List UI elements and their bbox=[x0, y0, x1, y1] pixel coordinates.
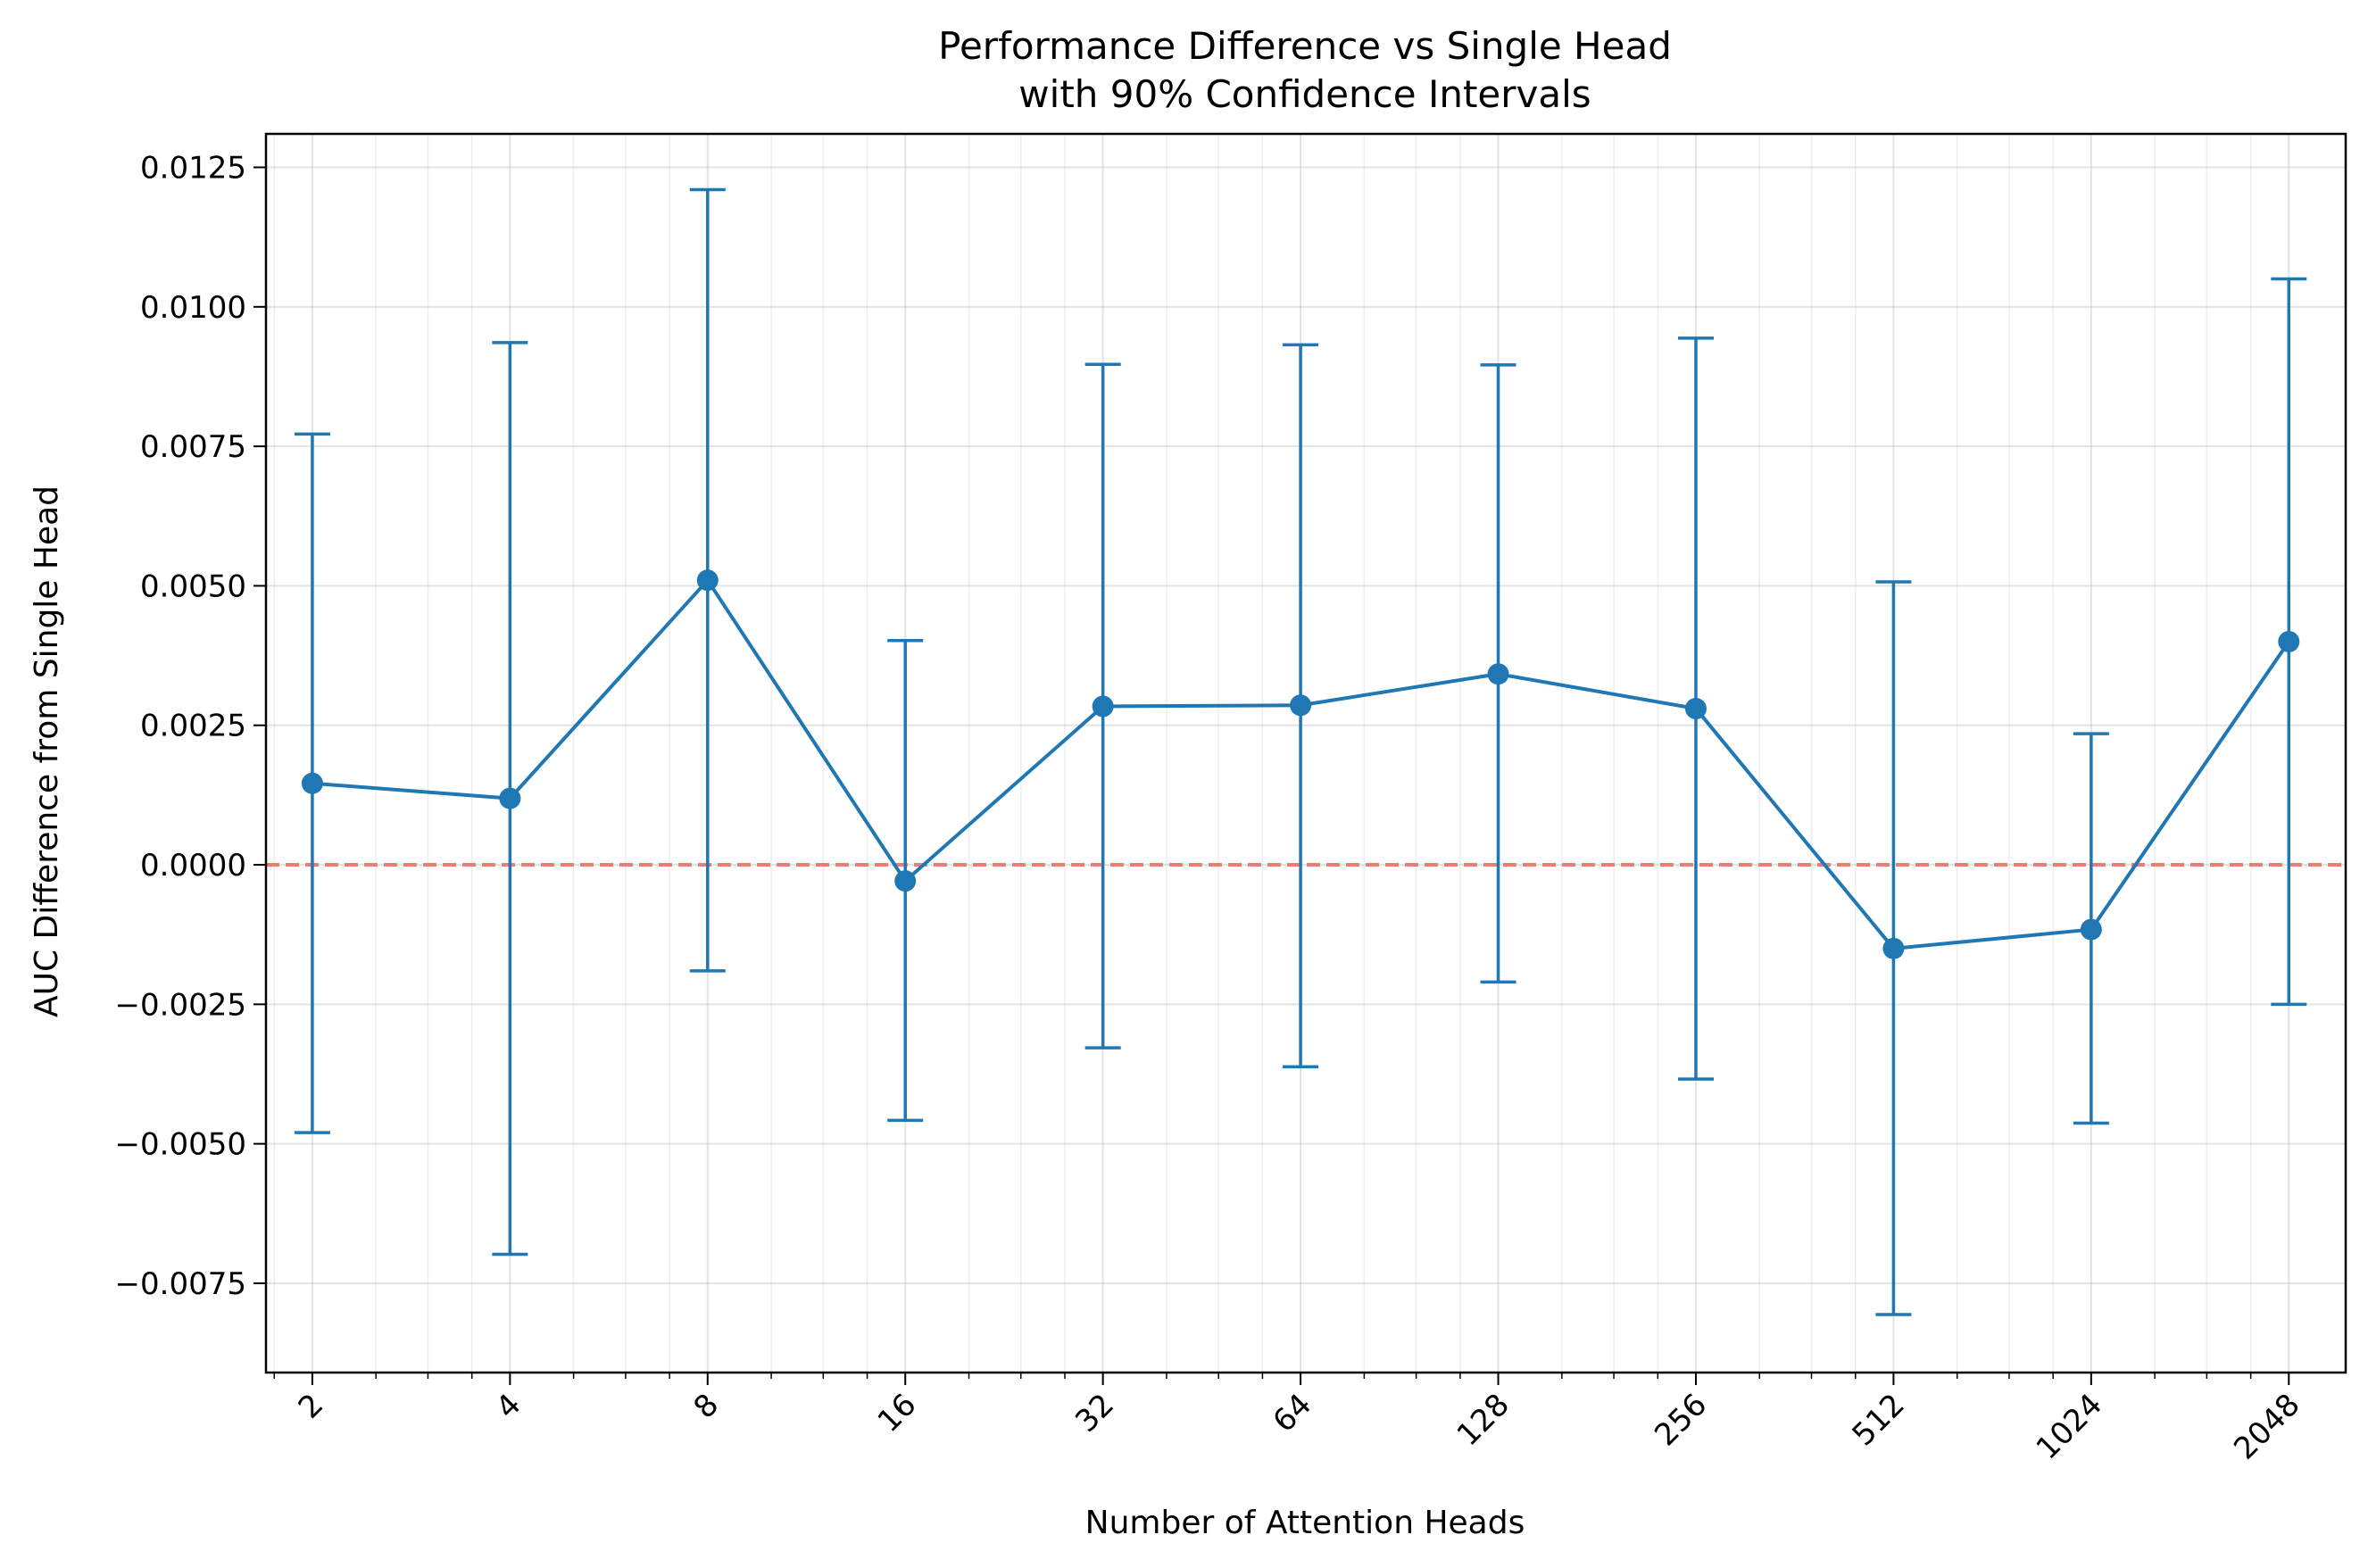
y-tick-label: 0.0075 bbox=[140, 429, 246, 465]
plot-area-frame bbox=[264, 132, 2347, 1374]
y-tick-label: −0.0050 bbox=[115, 1127, 246, 1163]
y-tick-label: −0.0075 bbox=[115, 1266, 246, 1302]
data-point bbox=[696, 569, 719, 592]
data-point bbox=[1290, 694, 1312, 717]
y-axis-label: AUC Difference from Single Head bbox=[29, 485, 65, 1017]
x-axis-label: Number of Attention Heads bbox=[1085, 1505, 1525, 1541]
data-point bbox=[2080, 918, 2102, 941]
series bbox=[301, 569, 2300, 959]
grid bbox=[266, 134, 2346, 1373]
y-tick-label: 0.0125 bbox=[140, 151, 246, 187]
chart-title: Performance Difference vs Single Head bbox=[938, 24, 1672, 68]
data-point bbox=[1684, 697, 1707, 719]
y-tick-label: 0.0025 bbox=[140, 709, 246, 744]
data-point bbox=[1487, 663, 1509, 685]
y-tick-label: 0.0100 bbox=[140, 290, 246, 326]
y-tick-label: 0.0050 bbox=[140, 568, 246, 604]
y-tick-label: −0.0025 bbox=[115, 987, 246, 1023]
data-point bbox=[499, 787, 521, 809]
data-point bbox=[2278, 630, 2300, 652]
y-tick-label: 0.0000 bbox=[140, 848, 246, 884]
data-point bbox=[1092, 695, 1114, 718]
data-point bbox=[301, 772, 323, 794]
data-point bbox=[894, 870, 917, 892]
data-point bbox=[1882, 937, 1905, 959]
chart-subtitle: with 90% Confidence Intervals bbox=[1018, 72, 1591, 116]
